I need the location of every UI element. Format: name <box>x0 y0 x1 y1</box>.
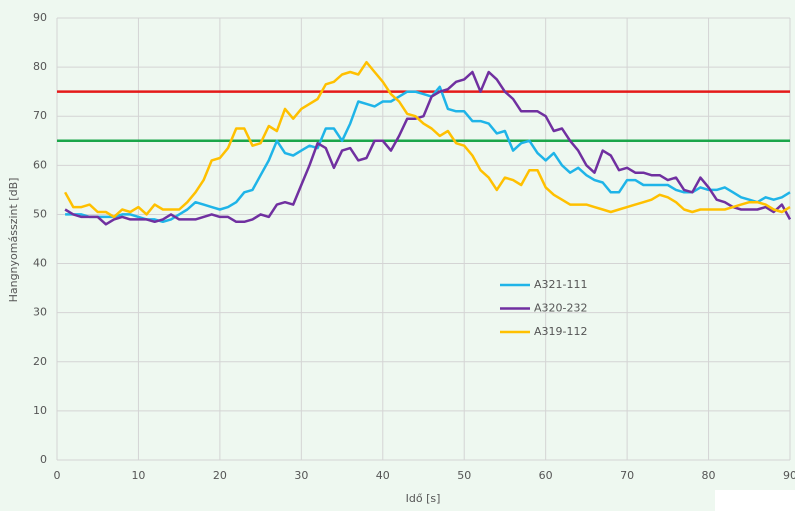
x-tick-label: 60 <box>539 469 553 482</box>
x-tick-label: 70 <box>620 469 634 482</box>
x-tick-label: 90 <box>783 469 795 482</box>
legend-label: A321-111 <box>534 278 588 291</box>
x-tick-label: 20 <box>213 469 227 482</box>
legend-label: A319-112 <box>534 325 588 338</box>
series-line <box>64 60 791 219</box>
y-tick-label: 20 <box>33 355 47 368</box>
corner-patch <box>715 490 795 511</box>
x-axis-label: Idő [s] <box>406 492 441 505</box>
x-tick-label: 40 <box>376 469 390 482</box>
x-tick-label: 50 <box>457 469 471 482</box>
y-tick-label: 50 <box>33 207 47 220</box>
y-tick-label: 70 <box>33 109 47 122</box>
y-tick-label: 10 <box>33 404 47 417</box>
y-tick-label: 90 <box>33 11 47 24</box>
x-tick-label: 10 <box>131 469 145 482</box>
y-axis-label: Hangnyomásszint [dB] <box>7 178 20 303</box>
x-tick-label: 80 <box>702 469 716 482</box>
legend-label: A320-232 <box>534 302 588 315</box>
y-tick-label: 40 <box>33 257 47 270</box>
y-tick-label: 60 <box>33 158 47 171</box>
y-tick-label: 80 <box>33 60 47 73</box>
series-line <box>64 70 792 226</box>
x-tick-label: 0 <box>54 469 61 482</box>
y-tick-label: 0 <box>40 453 47 466</box>
series-line <box>65 85 791 224</box>
y-tick-label: 30 <box>33 306 47 319</box>
x-tick-label: 30 <box>294 469 308 482</box>
